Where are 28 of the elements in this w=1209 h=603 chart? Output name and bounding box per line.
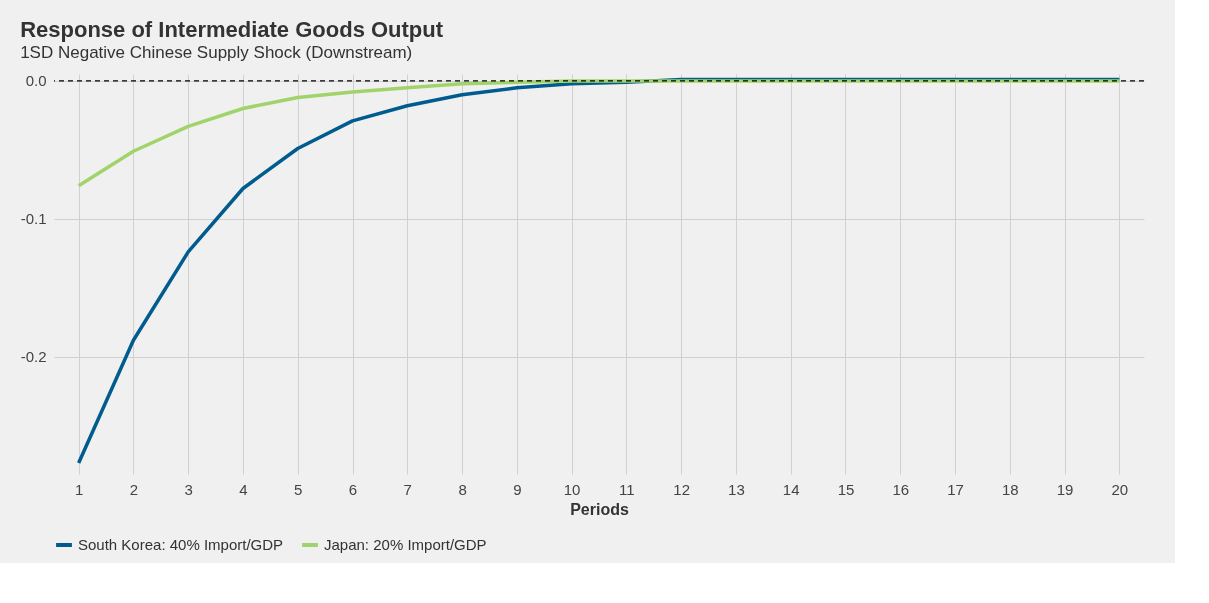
x-tick-label: 3 [184,480,193,498]
x-tick-label: 11 [619,480,635,498]
x-tick-label: 10 [563,480,581,498]
x-tick-label: 13 [728,480,745,498]
y-tick-label: -0.1 [20,210,47,228]
x-tick-label: 14 [782,480,800,498]
y-tick-label: -0.2 [20,348,47,366]
x-tick-label: 6 [348,480,358,498]
legend-label: Japan: 20% Import/GDP [324,536,487,553]
x-tick-label: 4 [239,480,248,498]
x-tick-label: 5 [294,480,303,498]
x-tick-label: 7 [403,480,412,498]
y-tick-label: 0.0 [25,72,47,90]
x-tick-label: 12 [673,480,690,498]
x-tick-label: 1 [74,480,84,498]
x-axis-title: Periods [570,500,629,518]
chart-title: Response of Intermediate Goods Output [20,16,444,42]
x-tick-label: 20 [1111,480,1129,498]
chart-subtitle: 1SD Negative Chinese Supply Shock (Downstream) [20,42,413,62]
x-tick-label: 9 [513,480,522,498]
x-tick-label: 18 [1001,480,1019,498]
x-tick-label: 19 [1056,480,1074,498]
x-tick-label: 8 [458,480,467,498]
x-tick-label: 15 [837,480,855,498]
legend-label: South Korea: 40% Import/GDP [78,536,284,553]
x-tick-label: 17 [947,480,964,498]
x-tick-label: 16 [892,480,910,498]
x-tick-label: 2 [129,480,139,498]
